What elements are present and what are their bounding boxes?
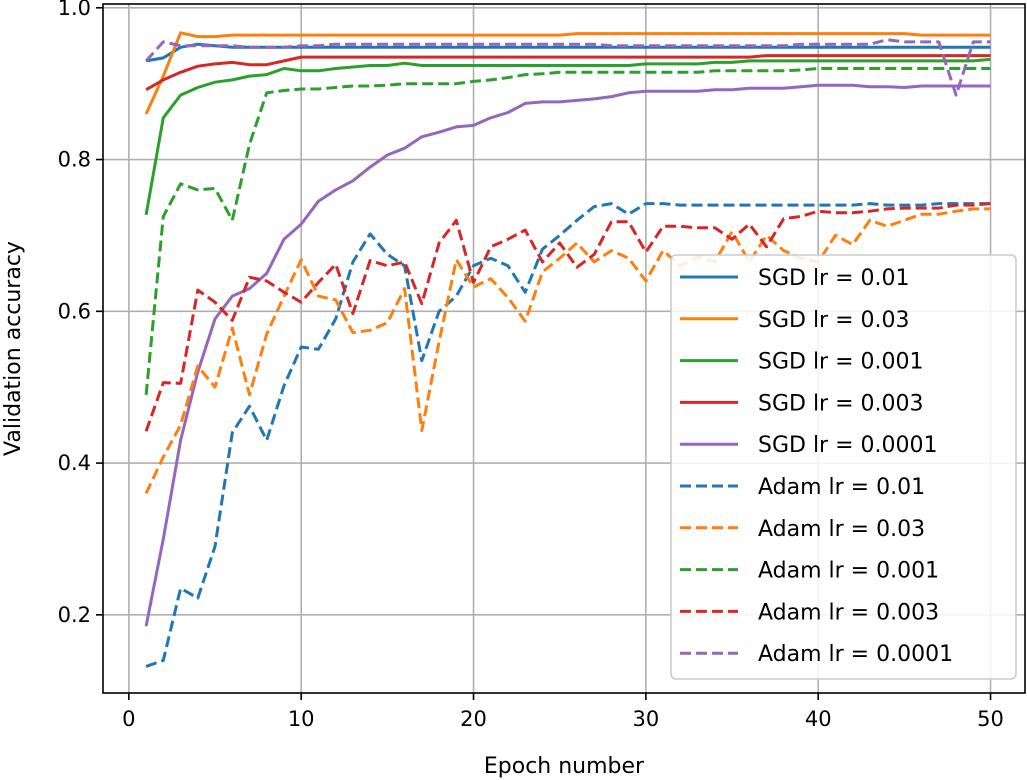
x-tick-label: 0 <box>122 707 135 731</box>
y-tick-label: 1.0 <box>58 0 91 20</box>
series-line-5 <box>144 83 991 627</box>
plot-frame <box>102 3 1026 694</box>
legend: SGD lr = 0.01 SGD lr = 0.03 SGD lr = 0.001… <box>670 254 1017 680</box>
series-line-10 <box>144 38 991 97</box>
legend-entry-label: Adam lr = 0.0001 <box>758 642 953 667</box>
y-tick-label: 0.2 <box>58 603 91 627</box>
legend-entry-label: SGD lr = 0.003 <box>758 391 924 416</box>
x-tick-label: 20 <box>460 707 487 731</box>
legend-entry-label: Adam lr = 0.01 <box>758 475 925 500</box>
y-tick-label: 0.4 <box>58 451 91 475</box>
series-line-3 <box>144 57 991 216</box>
legend-entry-label: Adam lr = 0.001 <box>758 559 939 584</box>
series-line-4 <box>145 54 991 92</box>
series-line-6 <box>145 202 991 668</box>
x-tick-label: 30 <box>632 707 659 731</box>
legend-entry-label: SGD lr = 0.01 <box>758 266 910 291</box>
x-tick-label: 50 <box>977 707 1004 731</box>
y-tick-label: 0.8 <box>58 148 91 172</box>
axis-ticks: 0 10 20 30 40 50 0.2 0.4 0.6 0.8 1.0 <box>58 0 1004 731</box>
legend-frame <box>670 254 1017 680</box>
y-axis-label: Validation accuracy <box>1 241 26 456</box>
legend-entry-label: SGD lr = 0.03 <box>758 308 910 333</box>
legend-entry-label: Adam lr = 0.003 <box>758 600 939 625</box>
x-axis-label: Epoch number <box>484 754 645 779</box>
series-lines <box>144 31 991 668</box>
legend-entry-label: SGD lr = 0.001 <box>758 350 924 375</box>
legend-entry-label: SGD lr = 0.0001 <box>758 433 938 458</box>
series-line-2 <box>144 31 991 115</box>
series-line-9 <box>144 202 991 432</box>
series-line-8 <box>144 67 991 395</box>
series-line-7 <box>144 207 991 495</box>
x-tick-label: 10 <box>288 707 315 731</box>
legend-entry-label: Adam lr = 0.03 <box>758 517 925 542</box>
y-tick-label: 0.6 <box>58 299 91 323</box>
x-tick-label: 40 <box>805 707 832 731</box>
